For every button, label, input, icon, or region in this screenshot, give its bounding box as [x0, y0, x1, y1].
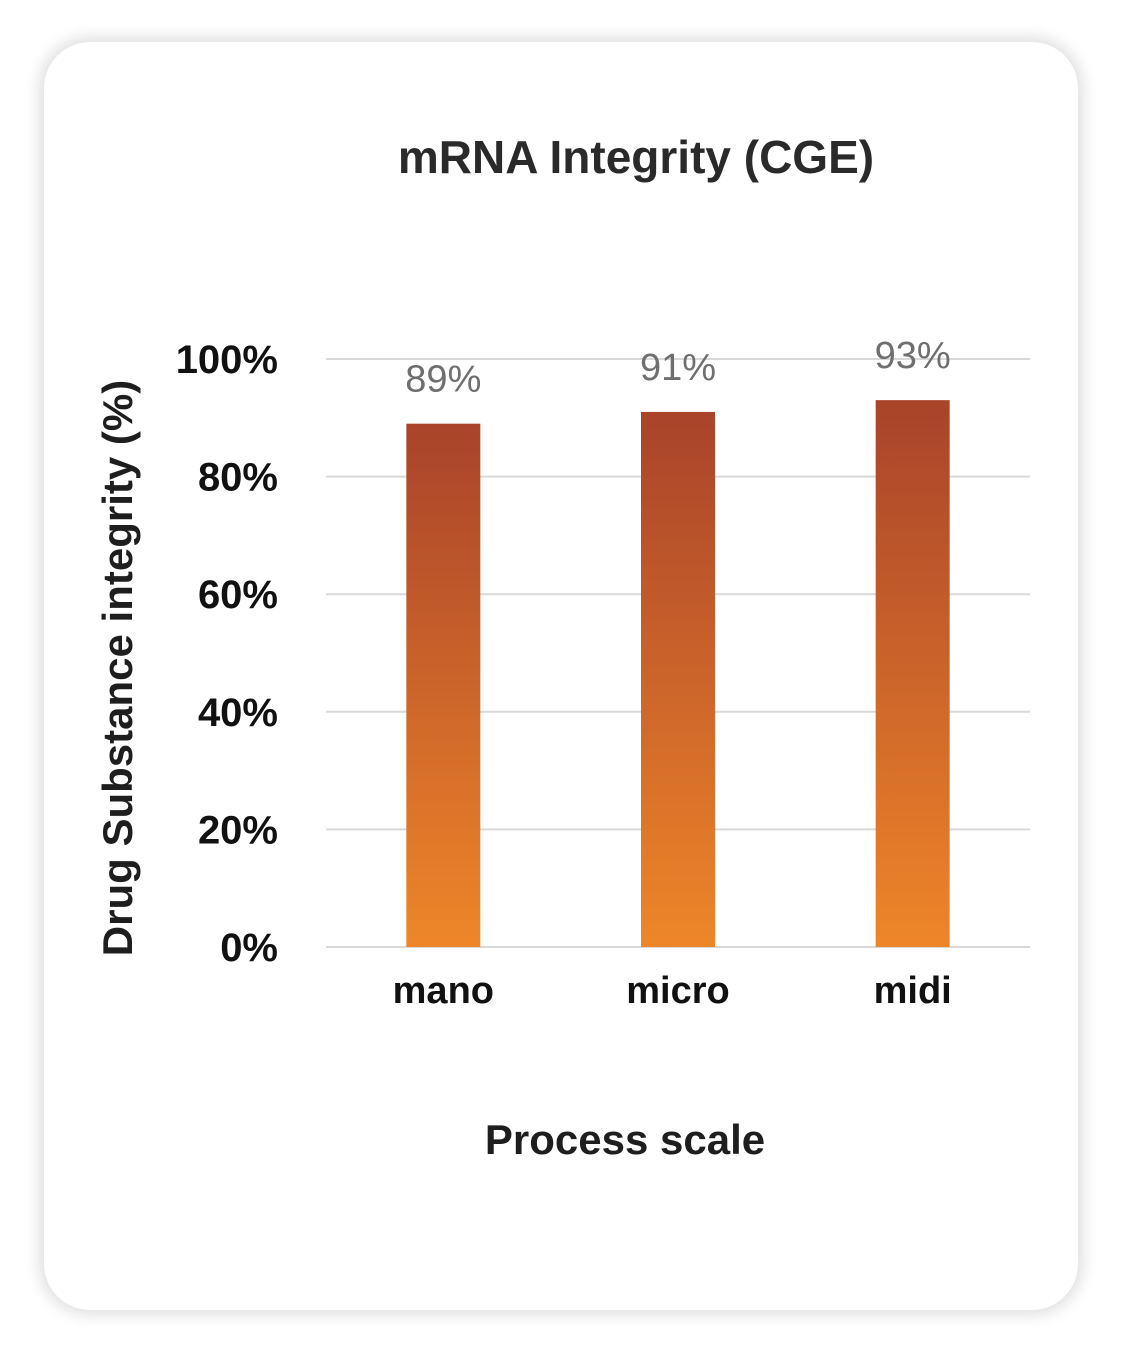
bar-midi	[875, 400, 950, 947]
x-tick-label: midi	[874, 970, 952, 1012]
chart-title: mRNA Integrity (CGE)	[398, 131, 874, 183]
y-tick-label: 60%	[198, 573, 278, 617]
bar-micro	[641, 411, 715, 947]
y-tick-label: 100%	[176, 338, 278, 382]
y-tick-label: 40%	[198, 691, 278, 735]
x-tick-label: mano	[393, 970, 494, 1012]
x-axis-ticks: mano micro midi	[393, 970, 952, 1012]
y-tick-label: 20%	[198, 808, 278, 852]
bar-mano	[406, 423, 481, 947]
y-axis-ticks: 0% 20% 40% 60% 80% 100%	[176, 338, 278, 970]
x-axis-label: Process scale	[485, 1116, 765, 1163]
data-label: 89%	[405, 359, 481, 401]
bars	[406, 400, 950, 947]
x-tick-label: micro	[626, 970, 729, 1012]
data-label: 93%	[875, 335, 951, 377]
y-axis-label: Drug Substance integrity (%)	[94, 380, 141, 956]
y-tick-label: 0%	[220, 926, 278, 970]
y-tick-label: 80%	[198, 456, 278, 500]
data-labels: 89% 91% 93%	[405, 335, 950, 401]
data-label: 91%	[640, 347, 716, 389]
